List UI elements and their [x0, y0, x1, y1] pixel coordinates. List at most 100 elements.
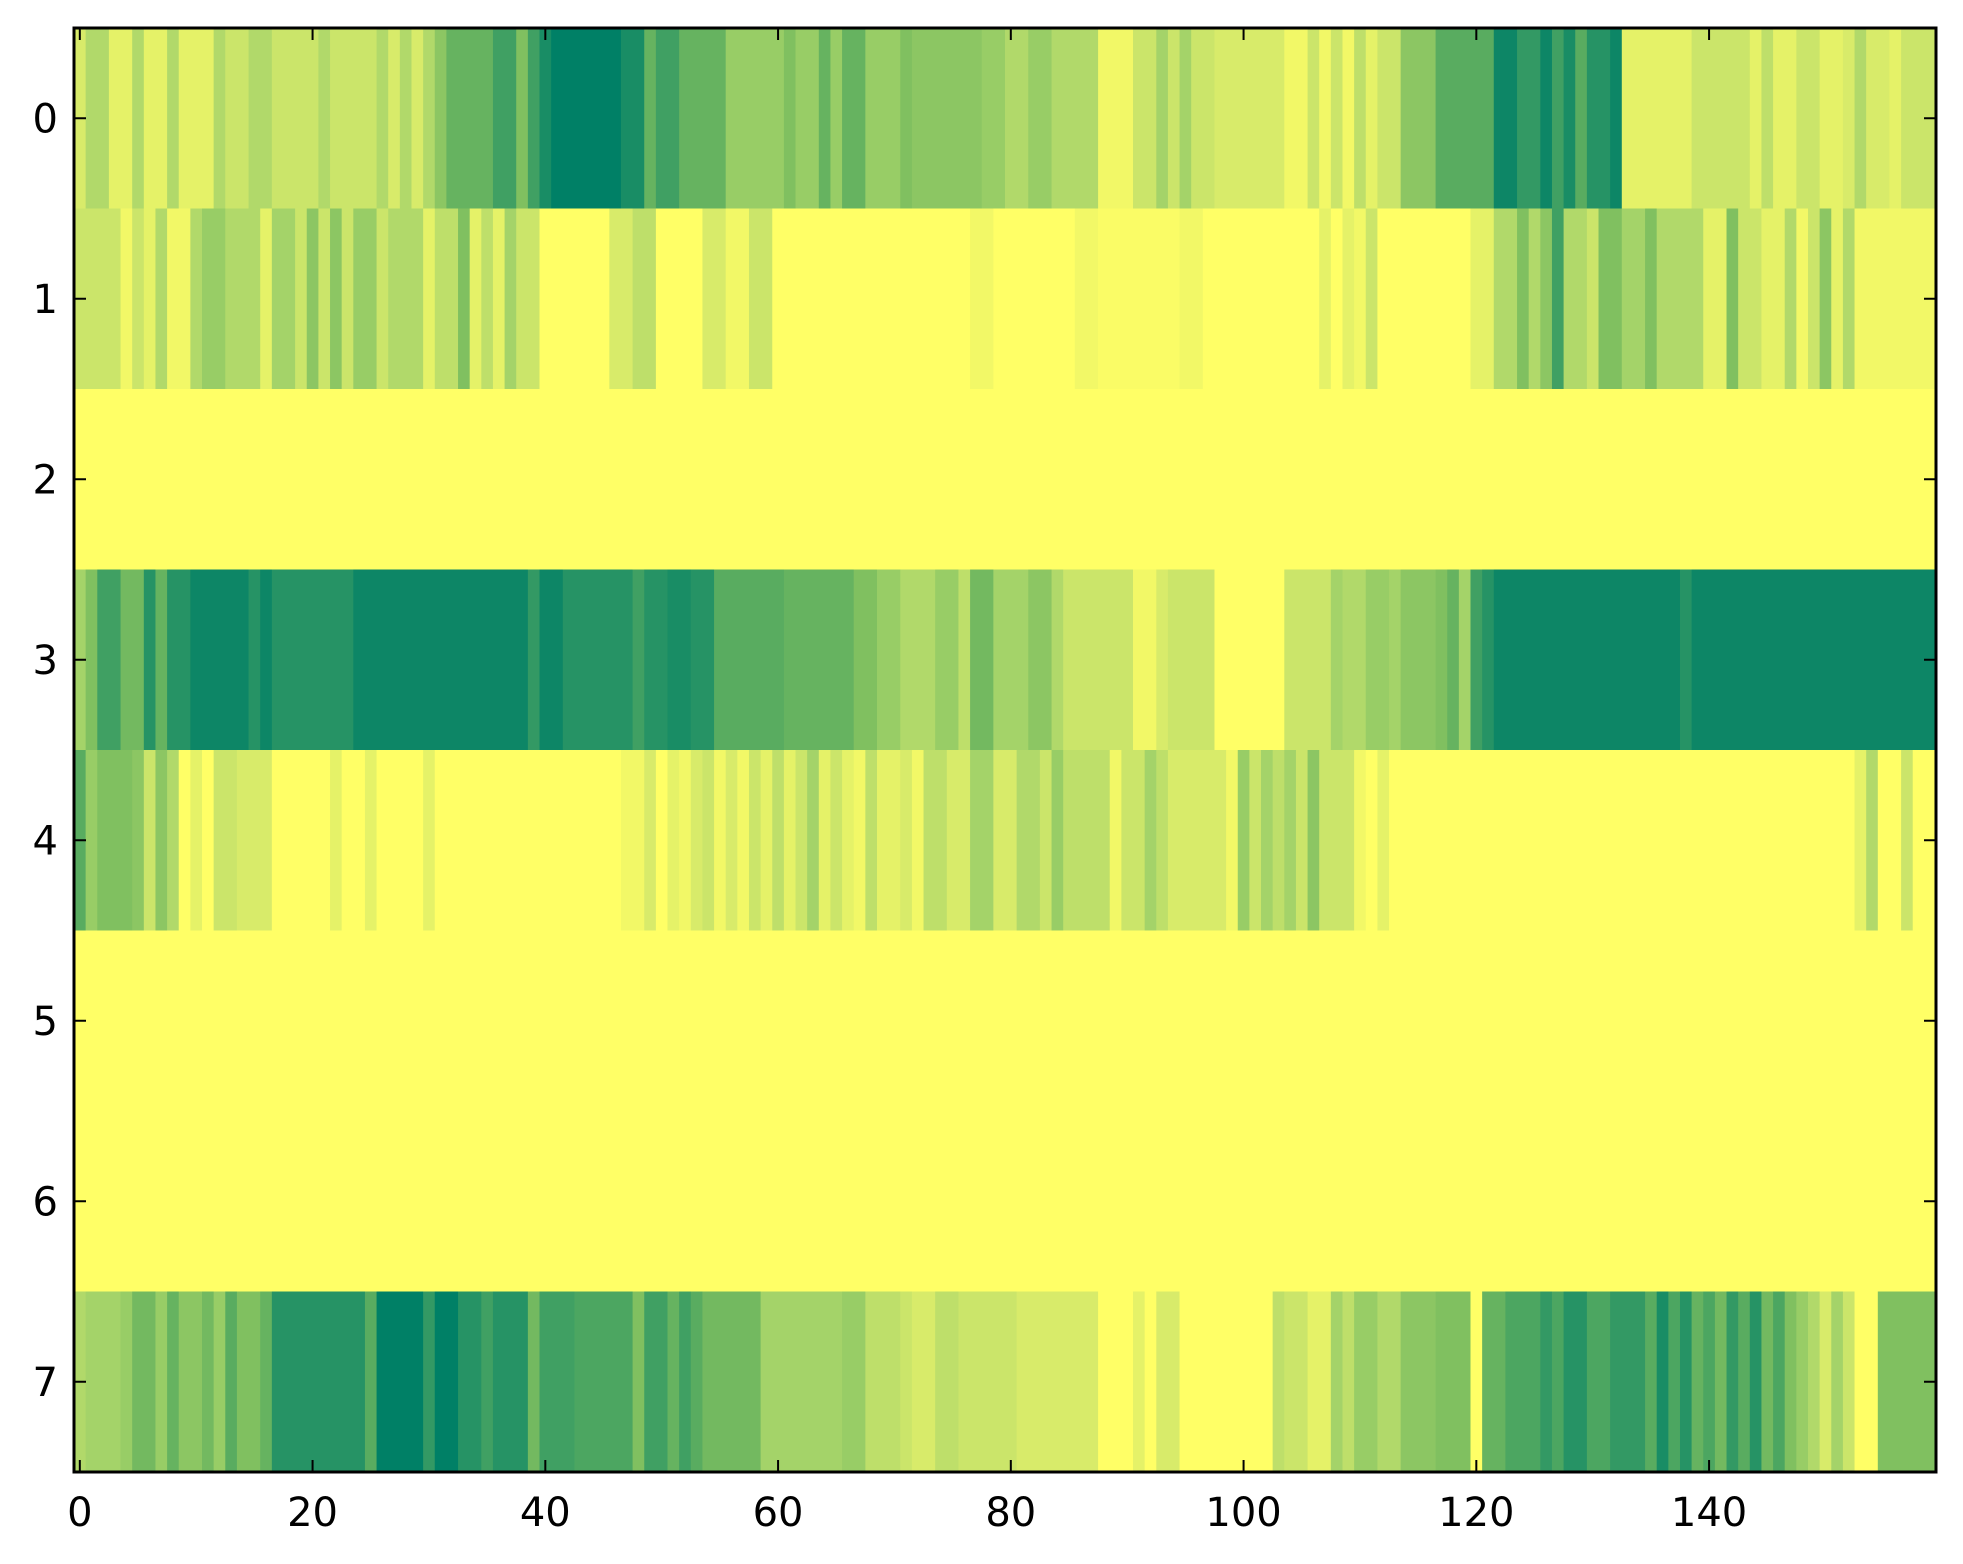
heatmap-cell-row-4-col-26	[376, 750, 424, 932]
heatmap-cell-row-7-col-150	[1819, 1291, 1832, 1473]
heatmap-cell-row-0-col-112	[1377, 28, 1402, 210]
heatmap-cell-row-0-col-110	[1354, 28, 1367, 210]
heatmap-cell-row-3-col-39	[527, 569, 541, 751]
heatmap-cell-row-7-col-31	[434, 1291, 459, 1473]
heatmap-cell-row-1-col-131	[1598, 208, 1623, 390]
heatmap-cell-row-1-col-10	[190, 208, 203, 390]
heatmap-cell-row-3-col-119	[1458, 569, 1472, 751]
heatmap-cell-row-7-col-145	[1761, 1291, 1774, 1473]
heatmap-cell-row-3-col-53	[690, 569, 715, 751]
heatmap-cell-row-4-col-106	[1307, 750, 1320, 932]
heatmap-cell-row-1-col-122	[1493, 208, 1518, 390]
heatmap-cell-row-0-col-111	[1365, 28, 1378, 210]
heatmap-cell-row-3-col-6	[143, 569, 157, 751]
heatmap-cell-row-1-col-24	[353, 208, 378, 390]
heatmap-cell-row-7-col-91	[1133, 1291, 1146, 1473]
heatmap-cell-row-7-col-143	[1738, 1291, 1751, 1473]
heatmap-cell-row-1-col-35	[481, 208, 494, 390]
heatmap-cell-row-3-col-16	[260, 569, 273, 751]
heatmap-cell-row-7-col-12	[213, 1291, 226, 1473]
heatmap-cell-row-4-col-72	[911, 750, 925, 932]
heatmap-cell-row-1-col-111	[1365, 208, 1378, 390]
heatmap-cell-row-0-col-3	[108, 28, 133, 210]
heatmap-cell-row-7-col-39	[527, 1291, 541, 1473]
heatmap-cell-row-7-col-103	[1272, 1291, 1285, 1473]
heatmap-cell-row-7-col-152	[1842, 1291, 1856, 1473]
heatmap-cell-row-7-col-108	[1330, 1291, 1344, 1473]
heatmap-cell-row-7-col-43	[574, 1291, 634, 1473]
heatmap-cells	[74, 28, 1937, 1473]
heatmap-cell-row-1-col-95	[1179, 208, 1204, 390]
heatmap-cell-row-7-col-81	[1016, 1291, 1099, 1473]
heatmap-cell-row-3-col-120	[1470, 569, 1483, 751]
heatmap-cell-row-7-col-8	[167, 1291, 180, 1473]
heatmap-cell-row-1-col-5	[132, 208, 145, 390]
heatmap-cell-row-4-col-153	[1854, 750, 1867, 932]
heatmap-cell-row-4-col-17	[271, 750, 331, 932]
heatmap-cell-row-4-col-8	[167, 750, 180, 932]
heatmap-cell-row-7-col-1	[85, 1291, 122, 1473]
heatmap-cell-row-3-col-10	[190, 569, 250, 751]
heatmap-cell-row-7-col-13	[225, 1291, 238, 1473]
heatmap-cell-row-0-col-64	[818, 28, 832, 210]
heatmap-cell-row-4-col-49	[644, 750, 657, 932]
heatmap-cell-row-0-col-146	[1773, 28, 1797, 210]
heatmap-cell-row-3-col-94	[1167, 569, 1216, 751]
heatmap-cell-row-1-col-88	[1098, 208, 1181, 390]
heatmap-cell-row-4-col-67	[853, 750, 866, 932]
heatmap-cell-row-0-col-17	[271, 28, 319, 210]
heatmap-cell-row-7-col-71	[900, 1291, 913, 1473]
heatmap-cell-row-1-col-143	[1738, 208, 1763, 390]
heatmap-cell-row-4-col-63	[807, 750, 820, 932]
heatmap-cell-row-0-col-61	[783, 28, 797, 210]
heatmap-cell-row-0-col-94	[1167, 28, 1181, 210]
heatmap-cell-row-1-col-148	[1796, 208, 1809, 390]
heatmap-cell-row-1-col-107	[1319, 208, 1332, 390]
heatmap-cell-row-0-col-8	[167, 28, 180, 210]
y-axis-tick-labels: 0 1 2 3 4 5 6 7	[33, 96, 58, 1406]
heatmap-cell-row-3-col-104	[1284, 569, 1332, 751]
heatmap-cell-row-1-col-17	[271, 208, 296, 390]
heatmap-cell-row-0-col-6	[143, 28, 168, 210]
heatmap-cell-row-3-col-77	[970, 569, 994, 751]
heatmap-cell-row-4-col-57	[737, 750, 750, 932]
heatmap-cell-row-0-col-82	[1028, 28, 1053, 210]
heatmap-cell-row-7-col-26	[376, 1291, 424, 1473]
heatmap-cell-row-0-col-65	[830, 28, 843, 210]
heatmap-cell-row-4-col-62	[795, 750, 808, 932]
heatmap-cell-row-3-col-138	[1679, 569, 1693, 751]
heatmap-cell-row-3-col-4	[120, 569, 145, 751]
heatmap-cell-row-2-col-0	[74, 389, 1937, 571]
heatmap-cell-row-1-col-36	[492, 208, 506, 390]
heatmap-cell-row-1-col-21	[318, 208, 331, 390]
heatmap-cell-row-7-col-11	[202, 1291, 215, 1473]
heatmap-cell-row-7-col-112	[1377, 1291, 1402, 1473]
heatmap-cell-row-3-col-2	[97, 569, 122, 751]
heatmap-cell-row-4-col-59	[760, 750, 773, 932]
heatmap-cell-row-4-col-53	[690, 750, 704, 932]
heatmap-cell-row-7-col-88	[1098, 1291, 1134, 1473]
heatmap-cell-row-4-col-9	[178, 750, 191, 932]
heatmap-cell-row-7-col-33	[458, 1291, 482, 1473]
heatmap-cell-row-4-col-85	[1063, 750, 1111, 932]
heatmap-cell-row-1-col-108	[1330, 208, 1344, 390]
heatmap-cell-row-1-col-20	[306, 208, 319, 390]
heatmap-cell-row-7-col-53	[690, 1291, 704, 1473]
heatmap-cell-row-4-col-92	[1144, 750, 1157, 932]
heatmap-cell-row-0-col-98	[1214, 28, 1250, 210]
heatmap-cell-row-4-col-68	[865, 750, 878, 932]
heatmap-cell-row-7-col-139	[1691, 1291, 1704, 1473]
heatmap-cell-row-0-col-66	[842, 28, 866, 210]
heatmap-cell-row-0-col-93	[1156, 28, 1169, 210]
heatmap-cell-row-7-col-136	[1656, 1291, 1669, 1473]
heatmap-cell-row-1-col-7	[155, 208, 168, 390]
heatmap-cell-row-4-col-93	[1156, 750, 1169, 932]
heatmap-cell-row-7-col-117	[1435, 1291, 1472, 1473]
heatmap-cell-row-3-col-1	[85, 569, 98, 751]
heatmap-cell-row-4-col-58	[748, 750, 762, 932]
heatmap-cell-row-1-col-56	[725, 208, 750, 390]
heatmap-cell-row-0-col-124	[1517, 28, 1541, 210]
heatmap-cell-row-7-col-114	[1400, 1291, 1437, 1473]
heatmap-cell-row-4-col-30	[423, 750, 436, 932]
y-tick-label-4: 4	[33, 818, 58, 864]
